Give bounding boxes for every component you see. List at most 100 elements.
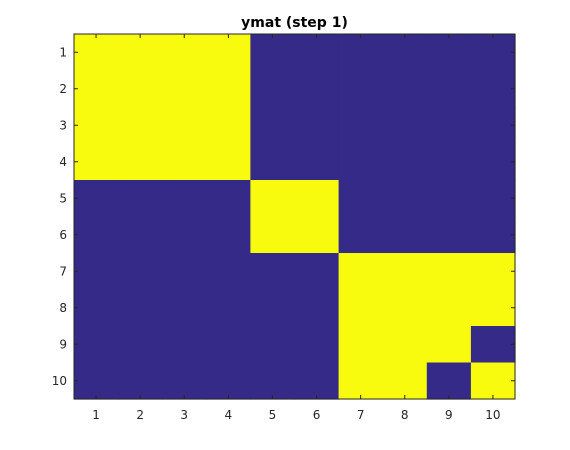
heatmap-cell-r8-c8 [382, 289, 428, 327]
y-tick-label-2: 2 [59, 82, 67, 96]
heatmap-cell-r9-c3 [162, 326, 207, 364]
heatmap-cell-r7-c9 [426, 253, 472, 291]
heatmap-cell-r1-c8 [382, 34, 428, 72]
heatmap-cell-r8-c4 [206, 289, 251, 327]
heatmap-cell-r4-c9 [426, 143, 472, 181]
heatmap-cell-r8-c9 [426, 289, 472, 327]
y-tick-label-6: 6 [59, 228, 67, 242]
heatmap-cell-r7-c5 [250, 253, 296, 291]
y-tick-label-9: 9 [59, 337, 67, 351]
heatmap-cell-r6-c3 [162, 216, 207, 254]
y-tick-label-10: 10 [52, 374, 67, 388]
x-tick-label-3: 3 [180, 408, 188, 422]
heatmap-cell-r6-c8 [382, 216, 428, 254]
heatmap-cell-r5-c6 [294, 180, 340, 218]
heatmap-cell-r1-c10 [470, 34, 516, 72]
heatmap-cell-r7-c4 [206, 253, 251, 291]
heatmap-cell-r3-c4 [206, 107, 251, 145]
heatmap-cell-r1-c9 [426, 34, 472, 72]
heatmap-cell-r8-c2 [118, 289, 163, 327]
heatmap-cell-r2-c10 [470, 70, 516, 108]
heatmap-cell-r2-c4 [206, 70, 251, 108]
heatmap-cell-r5-c5 [250, 180, 296, 218]
heatmap-cell-r2-c6 [294, 70, 340, 108]
heatmap-cell-r10-c3 [162, 362, 207, 400]
heatmap-cell-r6-c1 [74, 216, 119, 254]
heatmap-cell-r1-c4 [206, 34, 251, 72]
heatmap-cell-r3-c5 [250, 107, 296, 145]
x-tick-label-2: 2 [136, 408, 144, 422]
x-tick-label-7: 7 [357, 408, 365, 422]
heatmap-cell-r5-c4 [206, 180, 251, 218]
heatmap-cell-r7-c6 [294, 253, 340, 291]
y-tick-label-7: 7 [59, 264, 67, 278]
x-tick-label-8: 8 [401, 408, 409, 422]
heatmap-cell-r5-c1 [74, 180, 119, 218]
y-tick-label-1: 1 [59, 45, 67, 59]
axis-frame [73, 33, 516, 400]
heatmap-cell-r1-c1 [74, 34, 119, 72]
x-axis-ticks: 1 2 3 4 5 6 7 8 9 10 [92, 34, 501, 422]
heatmap-cell-r8-c7 [338, 289, 384, 327]
heatmap-cell-r4-c2 [118, 143, 163, 181]
heatmap-cell-r2-c5 [250, 70, 296, 108]
heatmap-cell-r6-c10 [470, 216, 516, 254]
y-tick-label-3: 3 [59, 118, 67, 132]
x-tick-label-6: 6 [313, 408, 321, 422]
heatmap-cell-r4-c7 [338, 143, 384, 181]
heatmap-cell-r8-c1 [74, 289, 119, 327]
heatmap-cell-r6-c9 [426, 216, 472, 254]
heatmap-cell-r1-c5 [250, 34, 296, 72]
y-tick-label-5: 5 [59, 191, 67, 205]
heatmap-cell-r4-c5 [250, 143, 296, 181]
heatmap-cell-r7-c3 [162, 253, 207, 291]
heatmap-cell-r8-c6 [294, 289, 340, 327]
heatmap-cell-r2-c1 [74, 70, 119, 108]
x-tick-label-9: 9 [445, 408, 453, 422]
heatmap-cell-r5-c10 [470, 180, 516, 218]
heatmap-cell-r9-c9 [426, 326, 472, 364]
heatmap-cell-r2-c8 [382, 70, 428, 108]
heatmap-cell-r3-c10 [470, 107, 516, 145]
heatmap-cell-r7-c1 [74, 253, 119, 291]
heatmap-cell-r2-c3 [162, 70, 207, 108]
plot-box [73, 33, 516, 400]
heatmap-cell-r2-c9 [426, 70, 472, 108]
heatmap-cell-r4-c3 [162, 143, 207, 181]
y-axis-ticks: 1 2 3 4 5 6 7 8 9 10 [52, 45, 515, 388]
heatmap-cell-r10-c4 [206, 362, 251, 400]
heatmap-cell-r5-c8 [382, 180, 428, 218]
heatmap-cell-r9-c7 [338, 326, 384, 364]
heatmap-cell-r9-c8 [382, 326, 428, 364]
heatmap-cell-r8-c10 [470, 289, 516, 327]
heatmap-cells [74, 34, 516, 400]
heatmap-cell-r5-c7 [338, 180, 384, 218]
heatmap-cell-r6-c6 [294, 216, 340, 254]
heatmap-cell-r10-c6 [294, 362, 340, 400]
heatmap-cell-r3-c3 [162, 107, 207, 145]
chart-title: ymat (step 1) [241, 15, 348, 31]
y-tick-label-4: 4 [59, 155, 67, 169]
x-tick-label-10: 10 [485, 408, 500, 422]
heatmap-cell-r7-c8 [382, 253, 428, 291]
heatmap-cell-r4-c1 [74, 143, 119, 181]
x-tick-label-1: 1 [92, 408, 100, 422]
heatmap-cell-r3-c8 [382, 107, 428, 145]
heatmap-cell-r9-c2 [118, 326, 163, 364]
y-tick-label-8: 8 [59, 301, 67, 315]
heatmap-cell-r10-c1 [74, 362, 119, 400]
heatmap-cell-r2-c2 [118, 70, 163, 108]
x-tick-label-4: 4 [225, 408, 233, 422]
heatmap-cell-r9-c10 [470, 326, 516, 364]
heatmap-cell-r6-c4 [206, 216, 251, 254]
heatmap-cell-r10-c10 [470, 362, 516, 400]
heatmap-cell-r5-c3 [162, 180, 207, 218]
heatmap-cell-r9-c1 [74, 326, 119, 364]
heatmap-cell-r7-c2 [118, 253, 163, 291]
heatmap-cell-r4-c10 [470, 143, 516, 181]
heatmap-cell-r9-c4 [206, 326, 251, 364]
heatmap-cell-r6-c5 [250, 216, 296, 254]
heatmap-cell-r3-c1 [74, 107, 119, 145]
heatmap-cell-r1-c7 [338, 34, 384, 72]
